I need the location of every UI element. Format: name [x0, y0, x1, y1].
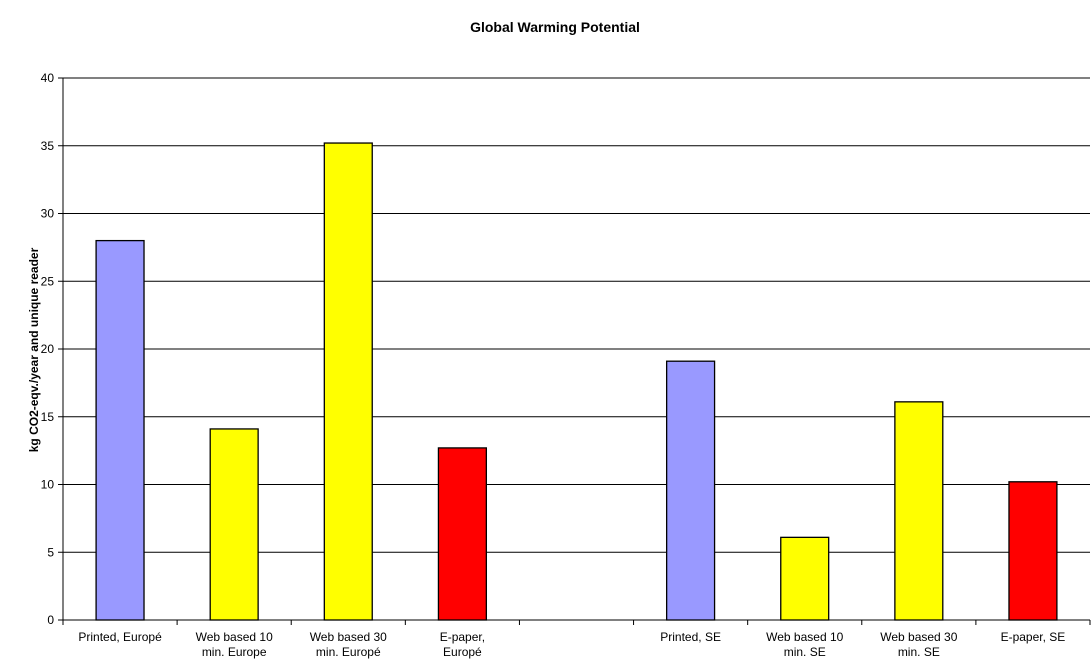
bar: [209, 428, 259, 621]
bars: [95, 142, 1058, 621]
category-label: min. Europé: [316, 645, 381, 659]
bar: [437, 447, 488, 621]
category-label: min. SE: [898, 645, 940, 659]
bar: [1008, 481, 1058, 621]
category-label: Web based 30: [310, 630, 387, 644]
y-tick-label: 5: [47, 545, 54, 559]
y-tick-label: 0: [47, 613, 54, 627]
category-label: min. Europe: [202, 645, 267, 659]
bar: [95, 239, 145, 621]
y-tick-label: 15: [41, 410, 55, 424]
category-label: Web based 30: [880, 630, 957, 644]
bar: [323, 142, 373, 621]
y-tick-label: 30: [41, 207, 55, 221]
y-tick-label: 40: [41, 71, 55, 85]
category-label: E-paper,: [440, 630, 485, 644]
category-label: Printed, SE: [660, 630, 721, 644]
category-label: Web based 10: [766, 630, 843, 644]
bar: [665, 360, 716, 621]
category-label: min. SE: [784, 645, 826, 659]
y-tick-label: 35: [41, 139, 55, 153]
y-tick-label: 25: [41, 274, 55, 288]
category-label: Web based 10: [196, 630, 273, 644]
bar: [894, 401, 944, 621]
y-tick-label: 20: [41, 342, 55, 356]
y-tick-label: 10: [41, 478, 55, 492]
chart-title: Global Warming Potential: [470, 19, 640, 35]
y-tick-labels: 0 5 10 15 20 25 30 35 40: [41, 71, 55, 627]
bar: [780, 536, 830, 621]
y-axis-label: kg CO2-eqv./year and unique reader: [27, 247, 41, 452]
category-label: Europé: [443, 645, 482, 659]
category-label: E-paper, SE: [1001, 630, 1066, 644]
axes: [58, 77, 1091, 625]
category-label: Printed, Europé: [78, 630, 162, 644]
